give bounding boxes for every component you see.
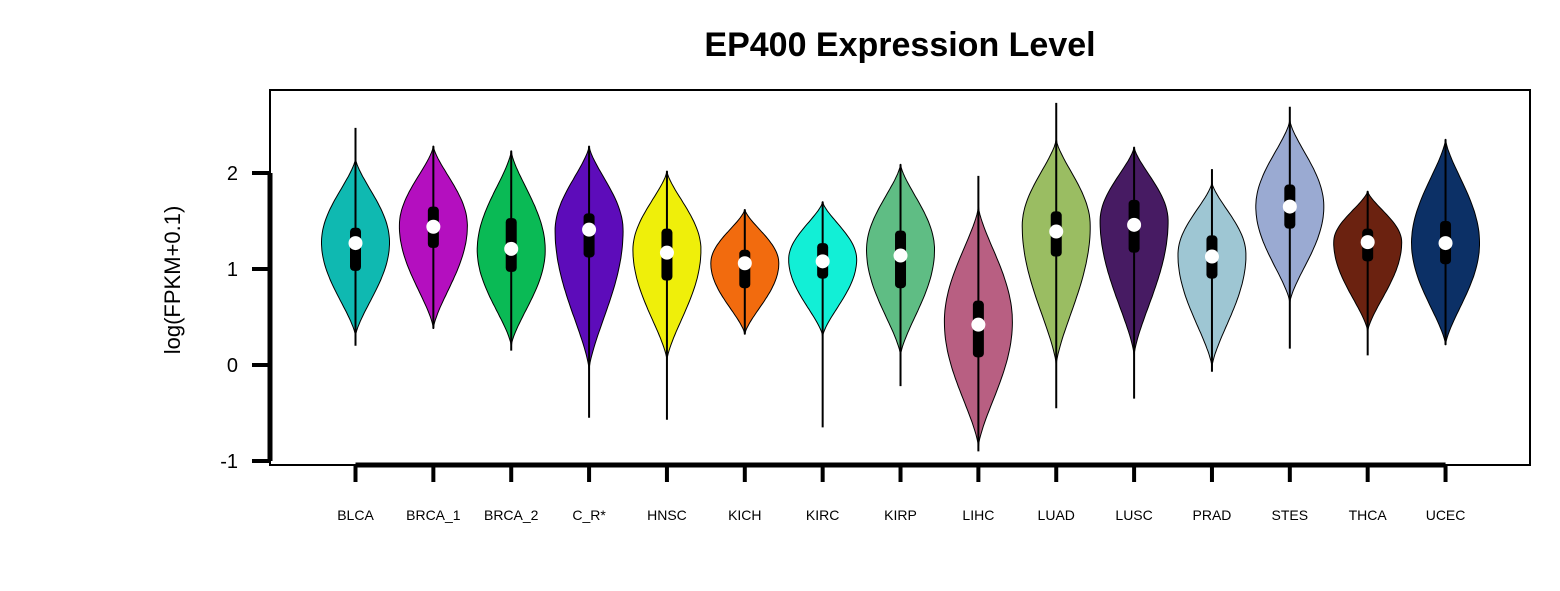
violin-median-point [659, 245, 674, 260]
violins-group [321, 102, 1480, 452]
x-tick-label: BRCA_2 [484, 507, 539, 523]
x-tick-label: LUAD [1038, 507, 1075, 523]
violin-median-point [893, 248, 908, 263]
y-tick-label: 2 [227, 163, 238, 185]
x-tick-label: KICH [728, 507, 761, 523]
y-axis-label: log(FPKM+0.1) [160, 206, 185, 355]
violin-median-point [426, 219, 441, 234]
violin-median-point [815, 254, 830, 269]
x-tick-label: THCA [1349, 507, 1388, 523]
x-tick-label: PRAD [1193, 507, 1232, 523]
x-tick-label: C_R* [572, 507, 606, 523]
axes-group: -1 0 1 2 BLCA BRCA_1 BRCA_2 C_R* HNSC KICH KIRC KIR… [220, 163, 1465, 523]
violin-median-point [1049, 224, 1064, 239]
violin-median-point [1282, 199, 1297, 214]
violin-median-point [737, 256, 752, 271]
violin-median-point [1127, 217, 1142, 232]
x-tick-label: HNSC [647, 507, 687, 523]
x-tick-label: BRCA_1 [406, 507, 461, 523]
x-tick-label: KIRC [806, 507, 839, 523]
chart-title: EP400 Expression Level [704, 26, 1096, 64]
x-tick-label: KIRP [884, 507, 917, 523]
x-tick-label: LUSC [1115, 507, 1152, 523]
violin-median-point [504, 241, 519, 256]
x-tick-label: STES [1272, 507, 1309, 523]
y-tick-label: 0 [227, 355, 238, 377]
violin-median-point [1438, 236, 1453, 251]
violin-median-point [348, 236, 363, 251]
violin-median-point [971, 317, 986, 332]
violin-median-point [582, 222, 597, 237]
x-tick-label: UCEC [1426, 507, 1466, 523]
x-tick-label: LIHC [962, 507, 994, 523]
violin-median-point [1204, 249, 1219, 264]
y-tick-label: -1 [220, 451, 238, 473]
x-tick-label: BLCA [337, 507, 374, 523]
violin-median-point [1360, 235, 1375, 250]
y-tick-label: 1 [227, 259, 238, 281]
